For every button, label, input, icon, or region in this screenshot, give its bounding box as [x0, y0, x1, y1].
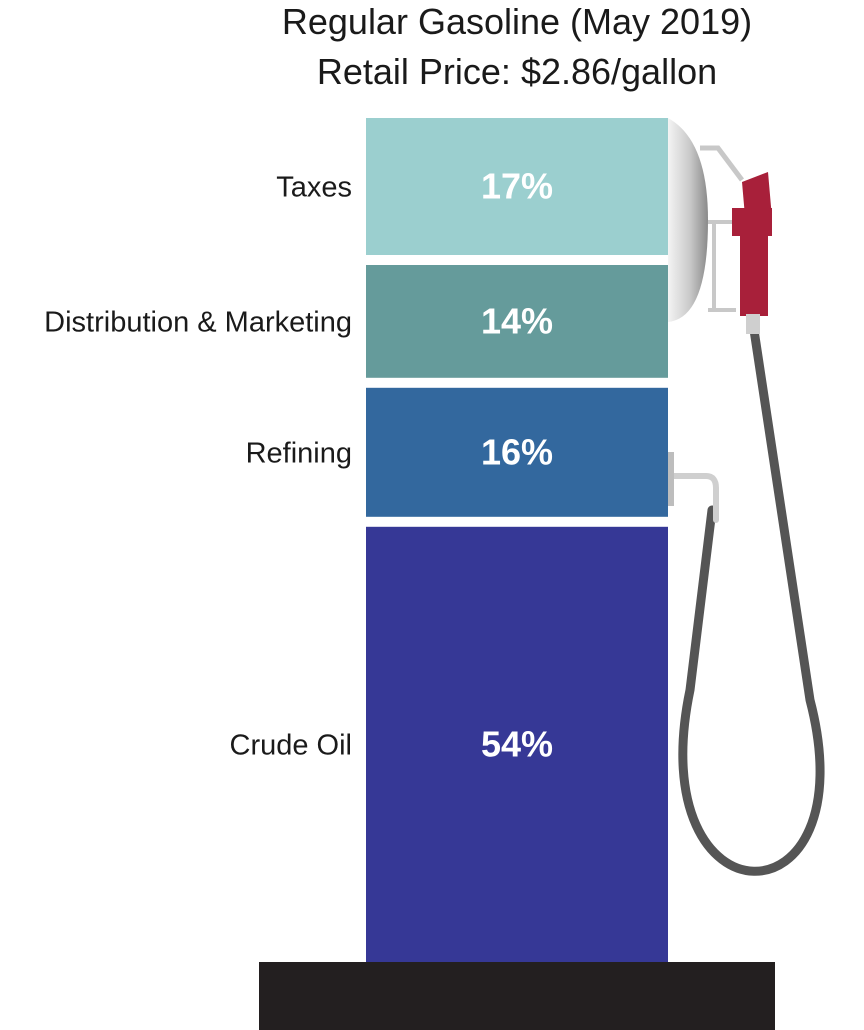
chart-subtitle: Retail Price: $2.86/gallon	[317, 51, 717, 92]
value-label-distribution-marketing: 14%	[481, 300, 553, 341]
value-labels: 17% 14% 16% 54%	[481, 166, 553, 765]
category-label-distribution-marketing: Distribution & Marketing	[44, 306, 352, 338]
value-label-refining: 16%	[481, 431, 553, 472]
category-labels: Taxes Distribution & Marketing Refining Cru…	[44, 172, 352, 762]
value-label-taxes: 17%	[481, 166, 553, 207]
gas-pump-nozzle-icon	[668, 118, 772, 334]
bar-segment-crude-oil	[366, 526, 668, 962]
value-label-crude-oil: 54%	[481, 723, 553, 764]
bar-segment-refining	[366, 387, 668, 517]
pump-base	[259, 962, 775, 1030]
category-label-taxes: Taxes	[276, 172, 352, 204]
chart-title: Regular Gasoline (May 2019)	[282, 1, 752, 42]
hose-icon	[668, 325, 825, 876]
bar-segment-distribution-marketing	[366, 265, 668, 378]
category-label-refining: Refining	[246, 437, 352, 469]
category-label-crude-oil: Crude Oil	[230, 729, 353, 761]
bar-segment-taxes	[366, 118, 668, 255]
stacked-bar	[366, 118, 668, 962]
